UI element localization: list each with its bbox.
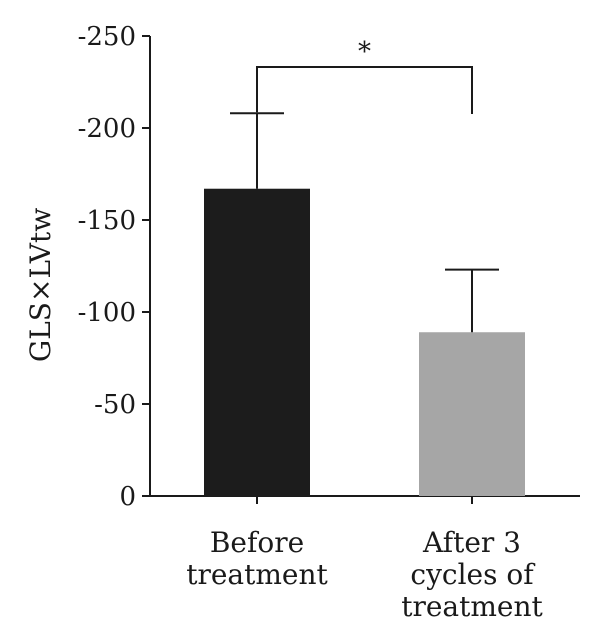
- x-category-label-line: cycles of: [410, 558, 536, 591]
- y-axis-title: GLS×LVtw: [24, 208, 57, 362]
- bar: [419, 332, 525, 496]
- y-tick-label: -150: [78, 206, 136, 236]
- x-category-label-line: After 3: [422, 526, 521, 559]
- y-axis-ticks: -250 -200 -150 -100 -50 0: [78, 22, 150, 512]
- bar: [204, 188, 310, 496]
- x-category-label: After 3 cycles of treatment: [401, 526, 543, 623]
- x-category-label-line: treatment: [186, 558, 328, 591]
- x-category-label-line: Before: [210, 526, 304, 559]
- y-tick-label: 0: [119, 482, 136, 512]
- y-tick-label: -200: [78, 114, 136, 144]
- y-tick-label: -50: [94, 390, 136, 420]
- x-category-label-line: treatment: [401, 590, 543, 623]
- significance-bracket: *: [256, 37, 473, 114]
- bars: [204, 188, 525, 496]
- x-category-label: Before treatment: [186, 526, 328, 591]
- y-tick-label: -250: [78, 22, 136, 52]
- y-tick-label: -100: [78, 298, 136, 328]
- error-bars: [230, 112, 499, 333]
- significance-label: *: [358, 37, 371, 67]
- significance-line: [256, 66, 473, 114]
